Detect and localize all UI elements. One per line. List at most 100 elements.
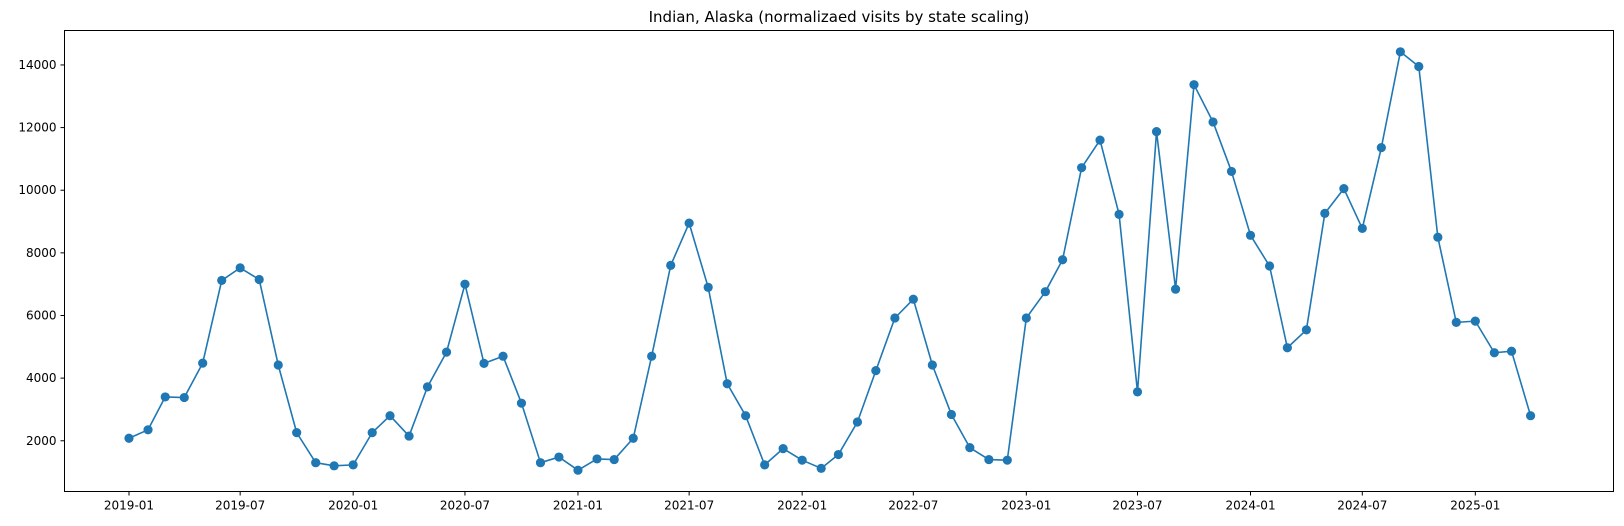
x-axis: 2019-01 2019-07 2020-01 2020-07 2021-01 2021-…: [104, 491, 1500, 513]
data-point: [1226, 166, 1237, 177]
x-tick-label: 2023-07: [1112, 499, 1162, 513]
data-point: [609, 454, 619, 465]
data-point: [1114, 209, 1124, 219]
axes-frame: [64, 30, 1614, 492]
data-point: [797, 455, 807, 465]
x-tick-label: 2022-01: [777, 499, 827, 513]
chart-title: Indian, Alaska (normalizaed visits by st…: [649, 8, 1030, 26]
data-point: [1320, 208, 1330, 218]
data-point: [1414, 61, 1424, 72]
data-point: [535, 458, 546, 468]
data-point: [1002, 455, 1012, 465]
data-point: [1451, 317, 1461, 327]
data-point: [1339, 184, 1349, 194]
data-point: [348, 460, 358, 470]
data-point: [871, 366, 881, 376]
data-point: [1489, 348, 1499, 358]
data-point: [833, 449, 843, 460]
data-point: [1395, 47, 1405, 57]
x-tick-label: 2019-01: [104, 499, 154, 513]
x-tick-label: 2019-07: [215, 499, 265, 513]
data-point: [1245, 230, 1256, 240]
data-point: [292, 428, 302, 438]
x-tick-label: 2022-07: [888, 499, 938, 513]
series-line: [128, 50, 1532, 472]
data-point: [160, 392, 170, 402]
x-tick-label: 2024-07: [1337, 499, 1387, 513]
data-point: [1264, 261, 1275, 271]
data-point: [1433, 232, 1443, 242]
y-axis: 2000 4000 6000 8000 10000 12000 14000: [18, 58, 65, 448]
data-point: [143, 425, 153, 435]
data-point: [760, 460, 770, 470]
data-point: [1301, 325, 1311, 335]
data-point: [1077, 163, 1087, 173]
data-point: [852, 417, 863, 427]
data-point: [1525, 411, 1536, 421]
data-point: [1021, 313, 1031, 323]
data-point: [1376, 143, 1386, 153]
x-tick-label: 2020-07: [440, 499, 490, 513]
data-point: [1040, 287, 1050, 297]
data-point: [479, 358, 489, 369]
data-point: [984, 454, 994, 465]
data-point: [311, 458, 321, 468]
data-point: [965, 443, 975, 453]
data-point: [592, 454, 602, 464]
data-point: [217, 275, 227, 286]
data-point: [460, 279, 470, 289]
x-tick-label: 2025-01: [1450, 499, 1500, 513]
data-point: [628, 433, 638, 443]
data-point: [684, 218, 694, 228]
y-tick-label: 10000: [18, 183, 56, 197]
data-point: [385, 411, 395, 421]
data-point: [179, 392, 189, 403]
x-tick-label: 2021-01: [553, 499, 603, 513]
data-point: [1132, 387, 1143, 397]
data-point: [816, 463, 826, 473]
data-point: [1057, 255, 1068, 265]
data-point: [946, 409, 957, 420]
data-point: [722, 379, 732, 389]
y-tick-label: 8000: [26, 246, 57, 260]
data-point: [1170, 284, 1181, 294]
data-point: [124, 433, 134, 443]
data-point: [1151, 127, 1162, 137]
data-point: [741, 411, 751, 421]
data-point: [1095, 135, 1105, 145]
data-point: [647, 351, 657, 361]
plot-area: [124, 47, 1536, 475]
data-point: [778, 443, 788, 454]
data-point: [273, 360, 283, 370]
data-point: [1470, 316, 1480, 326]
data-point: [198, 358, 208, 368]
y-tick-label: 4000: [26, 371, 57, 385]
data-point: [927, 360, 937, 370]
y-tick-label: 2000: [26, 434, 57, 448]
y-tick-label: 14000: [18, 58, 56, 72]
data-point: [703, 282, 713, 292]
data-point: [254, 274, 264, 285]
data-point: [1506, 346, 1517, 356]
x-tick-label: 2023-01: [1001, 499, 1051, 513]
data-point: [441, 347, 452, 357]
data-point: [908, 294, 918, 304]
data-point: [666, 260, 676, 270]
data-point: [890, 313, 900, 323]
data-point: [1282, 343, 1292, 353]
data-point: [1189, 80, 1199, 90]
data-point: [235, 263, 245, 273]
data-point: [367, 428, 377, 438]
data-point: [1357, 223, 1367, 234]
data-point: [1208, 117, 1218, 127]
data-point: [573, 465, 583, 475]
y-tick-label: 6000: [26, 308, 57, 322]
data-point: [422, 382, 433, 392]
x-tick-label: 2024-01: [1225, 499, 1275, 513]
data-point: [404, 431, 414, 441]
x-tick-label: 2020-01: [328, 499, 378, 513]
x-tick-label: 2021-07: [664, 499, 714, 513]
data-point: [498, 351, 508, 361]
y-tick-label: 12000: [18, 121, 56, 135]
